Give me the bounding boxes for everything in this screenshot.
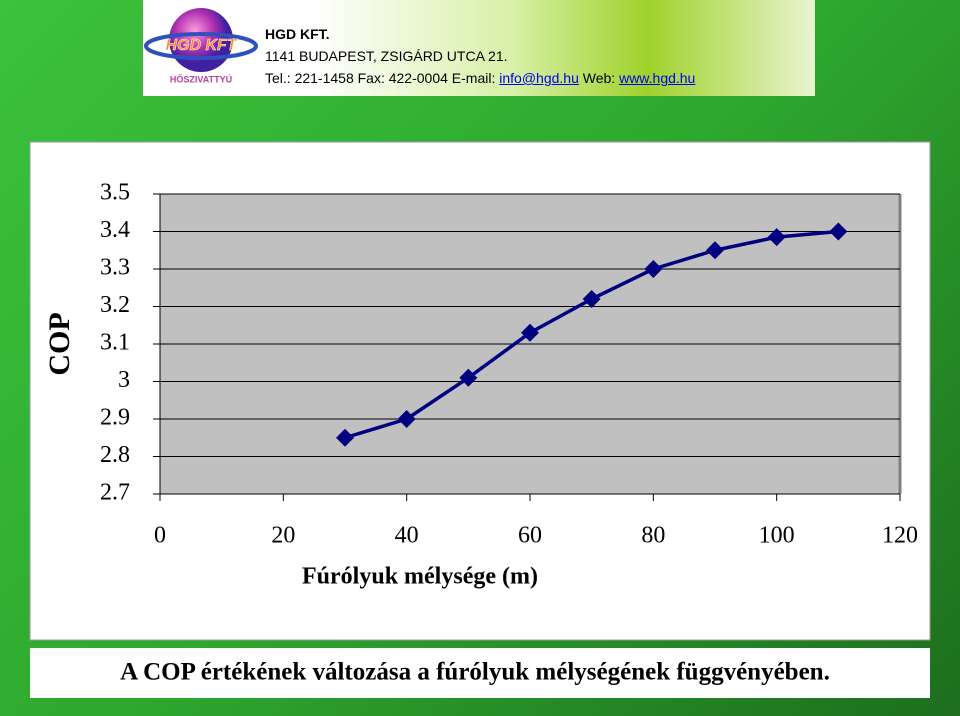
y-tick-label: 2.9 (100, 405, 130, 431)
x-tick-label: 120 (882, 523, 918, 549)
contact: Tel.: 221-1458 Fax: 422-0004 E-mail: (265, 70, 496, 86)
address: 1141 BUDAPEST, ZSIGÁRD UTCA 21. (265, 48, 508, 64)
x-tick-label: 100 (759, 523, 795, 549)
header: HGD KFT HŐSZIVATTYÚ HGD KFT. 1141 BUDAPE… (143, 0, 815, 96)
x-axis-title: Fúrólyuk mélysége (m) (302, 564, 538, 590)
company-name: HGD KFT. (265, 26, 330, 42)
logo: HGD KFT HŐSZIVATTYÚ (144, 8, 258, 84)
data-marker (644, 260, 663, 278)
caption: A COP értékének változása a fúrólyuk mél… (120, 659, 830, 686)
y-tick-label: 2.7 (100, 480, 130, 506)
chart-panel (29, 141, 931, 641)
y-tick-label: 3.3 (100, 255, 130, 281)
logo-ring (144, 32, 258, 60)
data-marker (582, 290, 601, 308)
plot-area (160, 194, 900, 494)
x-tick-label: 0 (154, 523, 166, 549)
y-tick-label: 3.4 (100, 217, 130, 243)
email-link[interactable]: info@hgd.hu (499, 70, 579, 86)
logo-subtext: HŐSZIVATTYÚ (170, 73, 232, 84)
data-marker (397, 410, 416, 428)
x-tick-label: 80 (641, 523, 665, 549)
web-label: Web: (582, 70, 616, 86)
contact-line: Tel.: 221-1458 Fax: 422-0004 E-mail: inf… (265, 70, 695, 86)
data-marker (336, 428, 354, 447)
y-tick-label: 3 (118, 367, 130, 393)
data-marker (521, 323, 539, 342)
y-tick-label: 3.2 (100, 292, 130, 318)
x-tick-label: 20 (271, 523, 295, 549)
y-axis-title: COP (43, 312, 76, 375)
x-tick-label: 40 (395, 523, 419, 549)
y-tick-label: 2.8 (100, 442, 130, 468)
logo-text: HGD KFT (165, 37, 237, 54)
web-link[interactable]: www.hgd.hu (619, 70, 696, 86)
data-marker (459, 368, 478, 387)
data-marker (706, 241, 724, 260)
data-marker (829, 222, 848, 241)
caption-panel (30, 648, 930, 698)
x-tick-label: 60 (518, 523, 542, 549)
y-tick-label: 3.1 (100, 330, 130, 356)
y-tick-label: 3.5 (100, 180, 130, 206)
data-line (344, 229, 839, 440)
data-marker (767, 228, 786, 247)
